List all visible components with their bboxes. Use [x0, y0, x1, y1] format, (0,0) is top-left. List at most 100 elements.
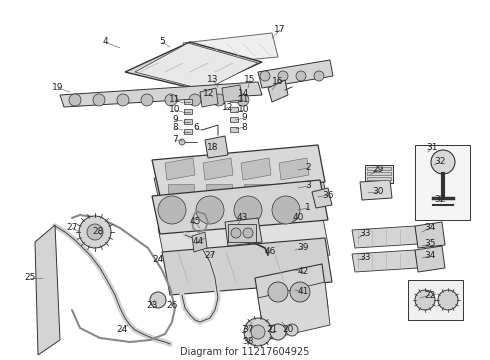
Polygon shape	[258, 60, 333, 88]
Circle shape	[296, 71, 306, 81]
Circle shape	[87, 224, 103, 240]
Bar	[230, 127, 238, 132]
Text: 5: 5	[159, 37, 165, 46]
Polygon shape	[241, 158, 271, 180]
Text: 30: 30	[372, 188, 384, 197]
Text: 40: 40	[293, 213, 304, 222]
Text: 28: 28	[92, 228, 104, 237]
Text: 24: 24	[152, 256, 164, 265]
Text: 46: 46	[264, 248, 276, 256]
Text: 39: 39	[297, 243, 309, 252]
Circle shape	[69, 94, 81, 106]
Polygon shape	[415, 246, 445, 272]
Bar	[228, 224, 256, 242]
Circle shape	[234, 196, 262, 224]
Text: 21: 21	[266, 325, 278, 334]
Bar	[365, 165, 393, 183]
Text: 4: 4	[102, 37, 108, 46]
Polygon shape	[162, 238, 332, 295]
Bar	[168, 184, 194, 198]
Text: 44: 44	[193, 238, 204, 247]
Bar	[184, 109, 192, 114]
Circle shape	[237, 94, 249, 106]
Text: 10: 10	[169, 105, 181, 114]
Circle shape	[117, 94, 129, 106]
Circle shape	[189, 94, 201, 106]
Text: 12: 12	[222, 103, 234, 112]
Text: 22: 22	[424, 291, 436, 300]
Text: 6: 6	[193, 123, 199, 132]
Text: 37: 37	[242, 325, 254, 334]
Circle shape	[270, 324, 286, 340]
Polygon shape	[35, 225, 60, 355]
Text: 43: 43	[236, 213, 247, 222]
Circle shape	[165, 94, 177, 106]
Text: 36: 36	[322, 190, 334, 199]
Text: 29: 29	[372, 166, 384, 175]
Polygon shape	[352, 226, 418, 248]
Text: 2: 2	[305, 163, 311, 172]
Circle shape	[196, 196, 224, 224]
Text: 17: 17	[274, 26, 286, 35]
Bar	[184, 99, 192, 104]
Circle shape	[244, 318, 272, 346]
Circle shape	[213, 94, 225, 106]
Text: 26: 26	[166, 302, 178, 310]
Polygon shape	[352, 250, 418, 272]
Polygon shape	[200, 88, 218, 107]
Circle shape	[431, 150, 455, 174]
Bar	[367, 167, 391, 170]
Text: 1: 1	[305, 203, 311, 212]
Bar	[184, 119, 192, 124]
Bar	[415, 145, 470, 220]
Polygon shape	[205, 136, 228, 158]
Text: 15: 15	[244, 76, 256, 85]
Polygon shape	[360, 180, 392, 200]
Polygon shape	[135, 43, 258, 90]
Text: 11: 11	[238, 95, 250, 104]
Bar	[0, 338, 490, 360]
Circle shape	[415, 290, 435, 310]
Text: 13: 13	[207, 76, 219, 85]
Text: 45: 45	[189, 217, 201, 226]
Circle shape	[179, 139, 185, 145]
Text: 23: 23	[147, 302, 158, 310]
Polygon shape	[312, 188, 332, 208]
Circle shape	[272, 196, 300, 224]
Text: 34: 34	[424, 224, 436, 233]
Circle shape	[243, 228, 253, 238]
Polygon shape	[268, 80, 288, 102]
Polygon shape	[152, 180, 328, 234]
Text: 32: 32	[434, 158, 446, 166]
Text: 9: 9	[172, 116, 178, 125]
Circle shape	[150, 292, 166, 308]
Text: 38: 38	[242, 338, 254, 346]
Text: 33: 33	[359, 230, 371, 238]
Text: 34: 34	[424, 252, 436, 261]
Circle shape	[93, 94, 105, 106]
Text: 16: 16	[272, 77, 284, 86]
Text: 27: 27	[66, 224, 78, 233]
Circle shape	[438, 290, 458, 310]
Bar	[230, 97, 238, 102]
Text: 14: 14	[238, 90, 250, 99]
Text: 42: 42	[297, 267, 309, 276]
Text: 27: 27	[204, 252, 216, 261]
Bar	[230, 107, 238, 112]
Text: 18: 18	[207, 144, 219, 153]
Text: 24: 24	[117, 325, 127, 334]
Text: 10: 10	[238, 105, 250, 114]
Circle shape	[251, 325, 265, 339]
Polygon shape	[183, 33, 278, 65]
Polygon shape	[222, 85, 242, 102]
Text: 20: 20	[282, 325, 294, 334]
Circle shape	[79, 216, 111, 248]
Text: 25: 25	[24, 274, 36, 283]
Text: 32: 32	[434, 195, 446, 204]
Polygon shape	[279, 158, 309, 180]
Bar	[184, 129, 192, 134]
Text: 33: 33	[359, 253, 371, 262]
Text: 19: 19	[52, 84, 64, 93]
Text: 7: 7	[172, 135, 178, 144]
Polygon shape	[203, 158, 233, 180]
